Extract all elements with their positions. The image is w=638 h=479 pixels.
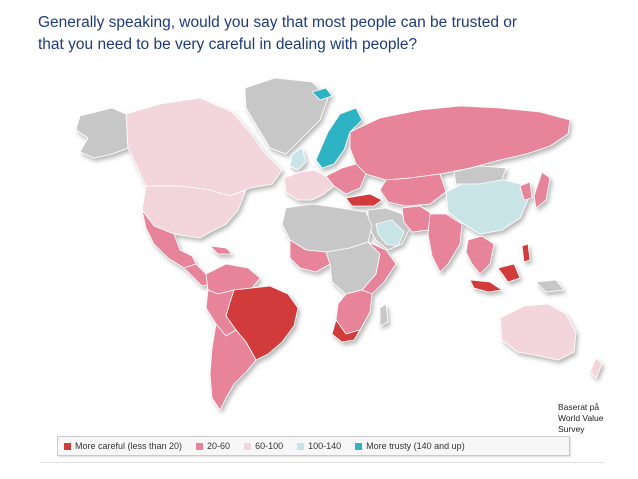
region-scandinavia [315, 107, 363, 169]
region-borneo [497, 263, 521, 283]
region-alaska [75, 107, 129, 159]
region-australia [499, 303, 577, 361]
region-central-asia [379, 173, 447, 207]
page-title: Generally speaking, would you say that m… [38, 12, 618, 56]
region-arabia [375, 219, 405, 247]
region-southern-cone [209, 323, 257, 411]
region-mongolia [453, 165, 507, 185]
region-caribbean [209, 245, 233, 255]
legend-swatch-more-careful [64, 442, 71, 450]
title-line-2: that you need to be very careful in deal… [38, 36, 418, 53]
region-southeast-asia [465, 235, 495, 275]
source-line-1: Baserat på [558, 402, 600, 412]
map-legend: More careful (less than 20) 20-60 60-100… [57, 436, 570, 456]
source-line-2: World Value [558, 413, 604, 423]
source-note: Baserat på World Value Survey [558, 402, 628, 435]
region-japan [533, 171, 551, 209]
region-india [427, 213, 463, 273]
title-line-1: Generally speaking, would you say that m… [38, 14, 518, 31]
legend-label-60-100: 60-100 [255, 441, 284, 451]
region-peru-bolivia [205, 289, 237, 337]
legend-swatch-more-trusty [355, 442, 363, 450]
world-map-svg [75, 77, 603, 411]
world-map [50, 68, 620, 428]
legend-swatch-100-140 [297, 442, 305, 450]
legend-label-100-140: 100-140 [308, 441, 342, 451]
legend-swatch-20-60 [196, 442, 204, 450]
region-iceland [311, 87, 333, 101]
legend-item-20-60: 20-60 [196, 441, 230, 451]
region-russia [349, 105, 571, 181]
region-new-zealand [589, 357, 603, 379]
divider [40, 462, 605, 463]
legend-label-more-trusty: More trusty (140 and up) [366, 441, 465, 451]
region-indonesia [469, 279, 503, 293]
region-western-europe [283, 169, 335, 201]
region-uk [289, 147, 307, 171]
region-new-guinea [535, 279, 565, 293]
legend-item-60-100: 60-100 [244, 441, 283, 451]
region-philippines [521, 243, 531, 263]
region-eastern-europe [325, 163, 367, 195]
legend-label-20-60: 20-60 [207, 441, 231, 451]
region-south-africa [331, 319, 361, 343]
legend-label-more-careful: More careful (less than 20) [75, 441, 183, 451]
region-west-africa [289, 239, 331, 273]
legend-item-100-140: 100-140 [297, 441, 341, 451]
legend-item-more-careful: More careful (less than 20) [64, 441, 182, 451]
region-madagascar [379, 303, 389, 327]
source-line-3: Survey [558, 424, 585, 434]
region-korea [519, 181, 533, 201]
legend-swatch-60-100 [244, 442, 252, 450]
legend-item-more-trusty: More trusty (140 and up) [355, 441, 465, 451]
region-turkey [345, 193, 383, 207]
region-greenland [244, 77, 329, 155]
